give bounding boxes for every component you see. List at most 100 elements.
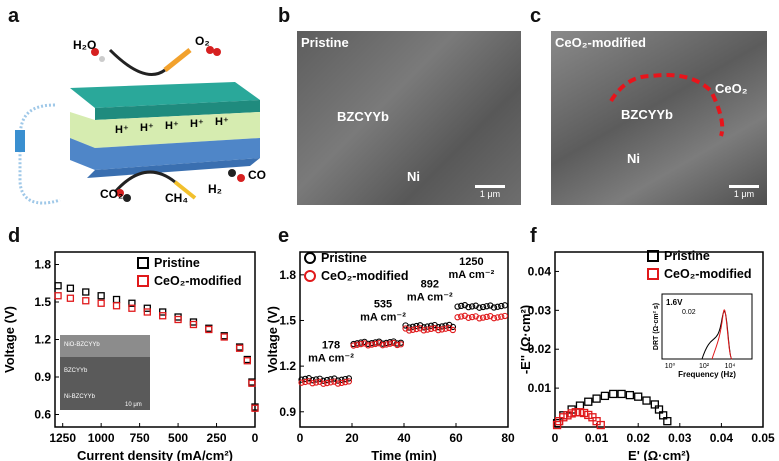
data-point-ceo2 [476, 315, 483, 322]
x-tick-label: 750 [130, 431, 150, 445]
inset-x-tick-label: 10⁴ [725, 363, 736, 370]
legend-label: Pristine [321, 251, 367, 265]
data-point-ceo2 [458, 313, 465, 320]
data-point-pristine [479, 303, 487, 311]
data-point-ceo2 [327, 379, 334, 386]
data-point-ceo2 [575, 408, 585, 417]
scale-bar: 1 μm [729, 185, 759, 199]
legend-label: CeO₂-modified [321, 269, 409, 283]
sem-label-bzcyyb: BZCYYb [621, 107, 673, 122]
label-co: CO [248, 168, 266, 182]
chart-e-stability: 0 20 40 60 80 0.9 1.2 1.5 1.8 Time (min) Voltage (… [265, 251, 515, 461]
legend-marker [304, 270, 316, 282]
sem-title: CeO₂-modified [555, 35, 646, 50]
data-point-ceo2 [368, 341, 375, 348]
data-point-ceo2 [571, 408, 580, 417]
data-point-ceo2 [342, 378, 349, 386]
cathode-layer [70, 82, 260, 108]
data-point-ceo2 [97, 299, 105, 307]
data-point-pristine [159, 308, 167, 316]
current-density-value: 178 [322, 340, 340, 352]
x-axis-label: E' (Ω·cm²) [628, 448, 690, 461]
inset-y-tick-label: 0.02 [682, 309, 696, 316]
x-tick-label: 80 [501, 431, 515, 445]
y-axis-label: Voltage (V) [265, 306, 280, 373]
x-tick-label: 0.02 [627, 431, 651, 445]
reactant-arrow-top [108, 48, 166, 76]
data-point-ceo2 [383, 341, 390, 348]
data-point-pristine [600, 391, 610, 401]
panel-letter-c: c [530, 5, 542, 27]
data-point-ceo2 [501, 312, 509, 320]
y-tick-label: 0.01 [528, 381, 552, 395]
inset-label: Ni-BZCYYb [64, 394, 96, 400]
legend-marker [304, 252, 316, 264]
x-tick-label: 500 [168, 431, 188, 445]
data-point-ceo2 [235, 344, 244, 352]
data-point-ceo2 [302, 378, 309, 386]
data-point-ceo2 [465, 314, 472, 321]
data-point-pristine [642, 396, 651, 405]
y-tick-label: 0.9 [34, 370, 51, 384]
data-point-pristine [465, 303, 472, 311]
x-tick-label: 0 [297, 431, 304, 445]
chart-f-impedance: 0 0.01 0.02 0.03 0.04 0.05 0.01 0.02 0.03 0.04 E' … [520, 249, 775, 461]
legend-label: Pristine [154, 256, 200, 270]
data-point-ceo2 [479, 314, 487, 321]
x-tick-label: 40 [397, 431, 411, 445]
data-point-pristine [66, 284, 75, 292]
inset-tag: 1.6V [666, 298, 683, 307]
legend-label: Pristine [664, 249, 710, 263]
data-point-pristine [498, 302, 505, 310]
data-point-ceo2 [394, 341, 401, 349]
inset-label: NiO-BZCYYb [64, 342, 100, 348]
legend-marker [137, 275, 149, 287]
data-point-pristine [454, 303, 461, 310]
inset-scale-label: 10 μm [125, 402, 142, 408]
data-point-ceo2 [468, 313, 476, 321]
data-point-ceo2 [498, 313, 505, 320]
y-axis-label: -E'' (Ω·cm²) [520, 305, 533, 374]
data-point-ceo2 [248, 379, 256, 387]
data-point-ceo2 [112, 302, 121, 310]
data-point-ceo2 [243, 357, 251, 365]
data-point-ceo2 [143, 308, 151, 316]
data-point-ceo2 [379, 342, 386, 349]
y-tick-label: 1.2 [279, 359, 296, 373]
data-point-ceo2 [350, 342, 357, 349]
data-point-ceo2 [424, 326, 431, 333]
data-point-pristine [494, 303, 501, 310]
inset-layer-top [60, 335, 150, 357]
data-point-ceo2 [251, 404, 259, 412]
y-tick-label: 0.02 [528, 342, 552, 356]
inset-frame [661, 293, 753, 360]
label-co2: CO₂ [100, 187, 123, 201]
x-tick-label: 1250 [49, 431, 76, 445]
data-point-pristine [112, 295, 121, 304]
sem-label-ceo2: CeO₂ [715, 81, 748, 96]
data-point-pristine [584, 397, 593, 406]
x-tick-label: 0 [552, 431, 559, 445]
scale-bar: 1 μm [475, 185, 505, 199]
data-point-pristine [650, 400, 659, 409]
data-point-pristine [476, 304, 483, 311]
current-density-unit: mA cm⁻² [360, 311, 406, 323]
legend-marker [647, 268, 659, 280]
label-o2: O₂ [195, 34, 210, 48]
y-tick-label: 1.5 [279, 313, 296, 327]
x-tick-label: 0.03 [668, 431, 692, 445]
x-tick-label: 0.01 [585, 431, 609, 445]
external-circuit-wire [18, 103, 61, 205]
data-point-ceo2 [454, 314, 461, 321]
sem-label-ni: Ni [407, 169, 420, 184]
legend-label: CeO₂-modified [664, 267, 752, 281]
data-point-ceo2 [449, 326, 457, 334]
inset-x-tick-label: 10² [699, 363, 710, 370]
data-point-pristine [128, 299, 136, 307]
anode-layer [70, 138, 260, 170]
current-density-unit: mA cm⁻² [407, 292, 453, 304]
data-point-ceo2 [413, 325, 420, 333]
data-point-ceo2 [189, 320, 198, 329]
y-tick-label: 0.04 [528, 264, 552, 278]
data-point-ceo2 [386, 340, 394, 347]
